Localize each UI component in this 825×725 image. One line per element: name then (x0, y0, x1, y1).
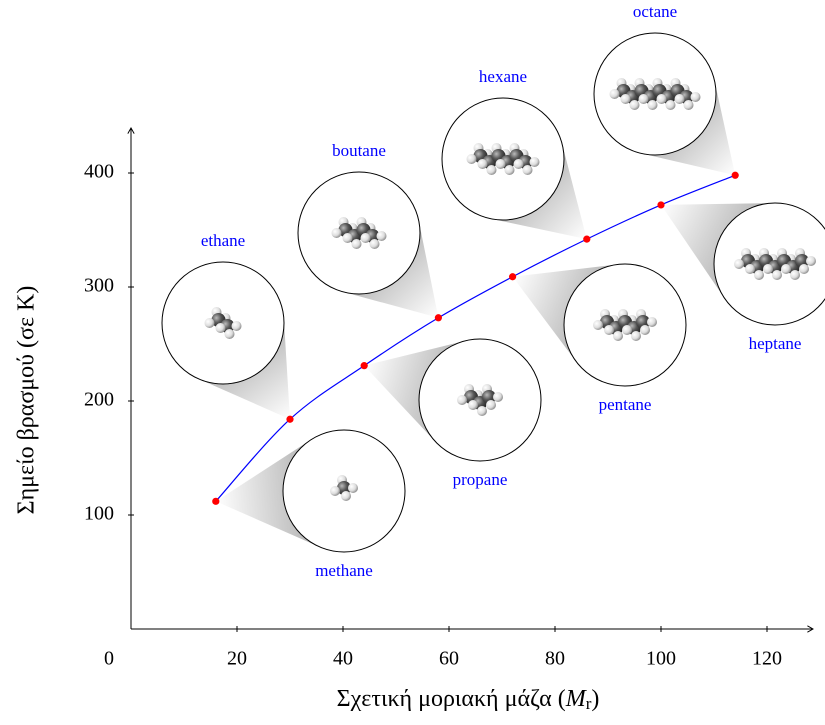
data-point (361, 362, 368, 369)
hydrogen-atom (604, 325, 614, 335)
hydrogen-atom (477, 406, 487, 416)
hydrogen-atom (781, 264, 791, 274)
hydrogen-atom (630, 100, 640, 110)
x-axis-label-part: Σχετική μοριακή μάζα ( (337, 686, 566, 712)
hydrogen-atom (648, 100, 658, 110)
hydrogen-atom (523, 165, 533, 175)
callout-label: octane (633, 2, 677, 21)
y-tick-label: 400 (84, 161, 114, 183)
hydrogen-atom (691, 92, 701, 102)
hydrogen-atom (478, 159, 488, 169)
hydrogen-atom (352, 239, 362, 249)
x-tick-label: 40 (333, 648, 353, 670)
hydrogen-atom (486, 400, 496, 410)
x-axis-label-part: M (565, 686, 588, 712)
callout-label: hexane (479, 67, 527, 86)
hydrogen-atom (799, 264, 809, 274)
hydrogen-atom (763, 264, 773, 274)
x-tick-label: 120 (752, 648, 782, 670)
hydrogen-atom (348, 483, 358, 493)
hydrogen-atom (734, 259, 744, 269)
data-point (435, 314, 442, 321)
y-tick-label: 300 (84, 275, 114, 297)
data-point (657, 201, 664, 208)
hydrogen-atom (496, 159, 506, 169)
hydrogen-atom (341, 491, 351, 501)
x-tick-label: 100 (646, 648, 676, 670)
y-axis-label: Σημείο βρασμού (σε K) (14, 286, 40, 515)
y-tick-label: 200 (84, 389, 114, 411)
callout-label: heptane (749, 334, 802, 353)
hydrogen-atom (232, 321, 242, 331)
hydrogen-atom (225, 329, 235, 339)
x-axis-label-part: ) (591, 686, 599, 712)
hydrogen-atom (370, 239, 380, 249)
callout-label: ethane (201, 231, 245, 250)
hydrogen-atom (772, 270, 782, 280)
callout-label: pentane (599, 395, 652, 414)
y-tick-label: 100 (84, 503, 114, 525)
x-tick-label: 80 (545, 648, 565, 670)
hydrogen-atom (622, 325, 632, 335)
callout-label: propane (453, 470, 508, 489)
hydrogen-atom (684, 100, 694, 110)
x-tick-label: 20 (227, 648, 247, 670)
hydrogen-atom (657, 94, 667, 104)
hydrogen-atom (754, 270, 764, 280)
hydrogen-atom (468, 400, 478, 410)
x-axis-label: Σχετική μοριακή μάζα (Mr) (337, 686, 600, 713)
data-point (509, 273, 516, 280)
hydrogen-atom (675, 94, 685, 104)
hydrogen-atom (806, 256, 816, 266)
hydrogen-atom (639, 94, 649, 104)
hydrogen-atom (332, 228, 342, 238)
hydrogen-atom (745, 264, 755, 274)
hydrogen-atom (505, 165, 515, 175)
hydrogen-atom (205, 318, 215, 328)
callout-label: methane (315, 561, 373, 580)
hydrogen-atom (621, 94, 631, 104)
hydrogen-atom (493, 392, 503, 402)
x-tick-label: 60 (439, 648, 459, 670)
hydrogen-atom (330, 486, 340, 496)
hydrogen-atom (216, 323, 226, 333)
hydrogen-atom (666, 100, 676, 110)
hydrogen-atom (790, 270, 800, 280)
data-point (583, 236, 590, 243)
callout-label: boutane (332, 141, 386, 160)
data-point (732, 172, 739, 179)
hydrogen-atom (457, 395, 467, 405)
chart: methane ethane propane boutane pentane hexane… (0, 0, 825, 720)
hydrogen-atom (647, 317, 657, 327)
hydrogen-atom (343, 233, 353, 243)
x-tick-label: 0 (104, 648, 114, 670)
hydrogen-atom (640, 325, 650, 335)
hydrogen-atom (487, 165, 497, 175)
hydrogen-atom (593, 320, 603, 330)
hydrogen-atom (514, 159, 524, 169)
hydrogen-atom (610, 89, 620, 99)
hydrogen-atom (467, 154, 477, 164)
data-point (212, 498, 219, 505)
hydrogen-atom (377, 231, 387, 241)
page: methane ethane propane boutane pentane hexane… (0, 0, 825, 725)
hydrogen-atom (613, 331, 623, 341)
hydrogen-atom (361, 233, 371, 243)
hydrogen-atom (530, 157, 540, 167)
hydrogen-atom (631, 331, 641, 341)
data-point (286, 416, 293, 423)
